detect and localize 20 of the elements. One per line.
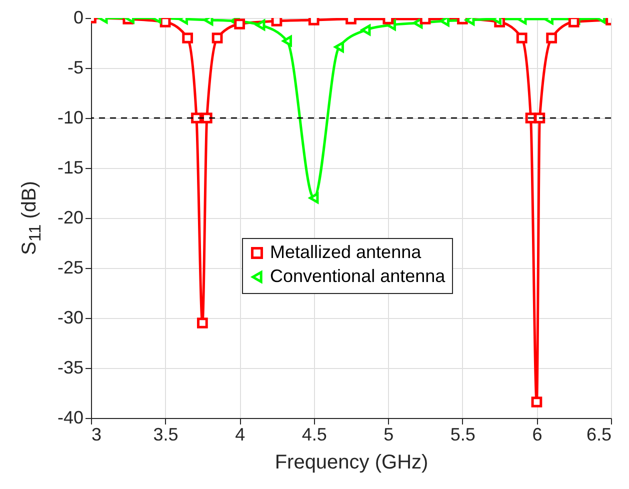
legend-label: Metallized antenna bbox=[270, 242, 422, 262]
x-tick-label: 5.5 bbox=[450, 424, 476, 444]
y-tick-label: -25 bbox=[57, 258, 84, 278]
y-tick-label: -35 bbox=[57, 358, 84, 378]
y-tick-label: -15 bbox=[57, 158, 84, 178]
x-axis-title: Frequency (GHz) bbox=[274, 452, 428, 474]
y-tick-label: -10 bbox=[57, 108, 84, 128]
x-tick-label: 6 bbox=[532, 424, 542, 444]
x-tick-label: 4.5 bbox=[302, 424, 327, 444]
y-tick-label: -30 bbox=[57, 308, 84, 328]
x-tick-label: 4 bbox=[235, 424, 246, 444]
y-tick-label: -5 bbox=[67, 58, 84, 78]
x-tick-label: 3 bbox=[92, 424, 102, 444]
x-tick-label: 6.5 bbox=[586, 424, 612, 444]
y-tick-label: -20 bbox=[57, 208, 84, 228]
y-tick-label: 0 bbox=[73, 8, 84, 28]
x-tick-label: 3.5 bbox=[153, 424, 178, 444]
x-tick-label: 5 bbox=[384, 424, 394, 444]
legend-label: Conventional antenna bbox=[270, 266, 446, 286]
y-tick-label: -40 bbox=[57, 408, 84, 428]
